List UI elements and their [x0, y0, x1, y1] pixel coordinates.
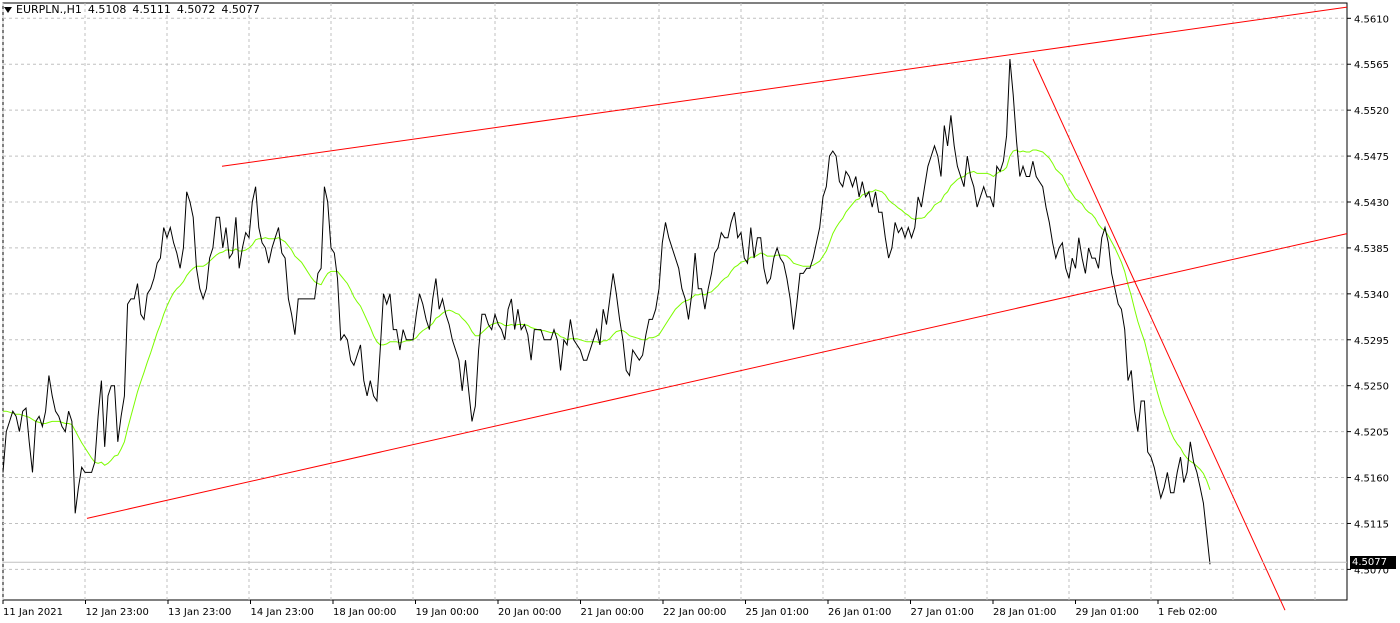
y-tick-label: 4.5385: [1354, 244, 1389, 255]
y-tick-label: 4.5205: [1354, 428, 1389, 439]
high-value: 4.5111: [132, 3, 171, 16]
open-value: 4.5108: [87, 3, 127, 16]
symbol-header: EURPLN.,H1 4.5108 4.5111 4.5072 4.5077: [4, 3, 260, 16]
x-tick-label: 18 Jan 00:00: [333, 607, 396, 618]
x-tick-label: 13 Jan 23:00: [168, 607, 231, 618]
y-tick-label: 4.5565: [1354, 60, 1389, 71]
x-tick-label: 29 Jan 01:00: [1076, 607, 1139, 618]
x-tick-label: 27 Jan 01:00: [911, 607, 974, 618]
y-tick-label: 4.5295: [1354, 336, 1389, 347]
x-tick-label: 1 Feb 02:00: [1158, 607, 1217, 618]
low-value: 4.5072: [176, 3, 216, 16]
moving-average-line: [3, 149, 1211, 490]
current-price-badge: 4.5077: [1350, 556, 1396, 570]
y-tick-label: 4.5475: [1354, 152, 1389, 163]
x-tick-label: 28 Jan 01:00: [993, 607, 1056, 618]
y-tick-label: 4.5610: [1354, 14, 1389, 25]
x-tick-label: 26 Jan 01:00: [828, 607, 891, 618]
y-tick-label: 4.5160: [1354, 474, 1389, 485]
x-tick-label: 11 Jan 2021: [3, 607, 63, 618]
plot-frame: [2, 2, 1348, 601]
y-tick-label: 4.5070: [1354, 565, 1389, 576]
y-tick-label: 4.5520: [1354, 106, 1389, 117]
close-value: 4.5077: [221, 3, 260, 16]
x-tick-label: 25 Jan 01:00: [746, 607, 809, 618]
y-tick-label: 4.5250: [1354, 382, 1389, 393]
trend-line-3[interactable]: [1032, 58, 1286, 611]
price-line: [2, 59, 1211, 565]
symbol-label: EURPLN.,H1: [16, 3, 82, 16]
y-tick-label: 4.5115: [1354, 519, 1389, 530]
y-tick-label: 4.5340: [1354, 290, 1389, 301]
x-tick-label: 21 Jan 00:00: [581, 607, 644, 618]
x-tick-label: 12 Jan 23:00: [86, 607, 149, 618]
x-tick-label: 14 Jan 23:00: [251, 607, 314, 618]
x-tick-label: 22 Jan 00:00: [663, 607, 726, 618]
trend-line-2[interactable]: [86, 233, 1348, 519]
x-tick-label: 20 Jan 00:00: [498, 607, 561, 618]
x-tick-label: 19 Jan 00:00: [416, 607, 479, 618]
trend-line-1[interactable]: [221, 6, 1348, 167]
y-tick-label: 4.5430: [1354, 198, 1389, 209]
dropdown-triangle-icon[interactable]: [4, 6, 12, 13]
